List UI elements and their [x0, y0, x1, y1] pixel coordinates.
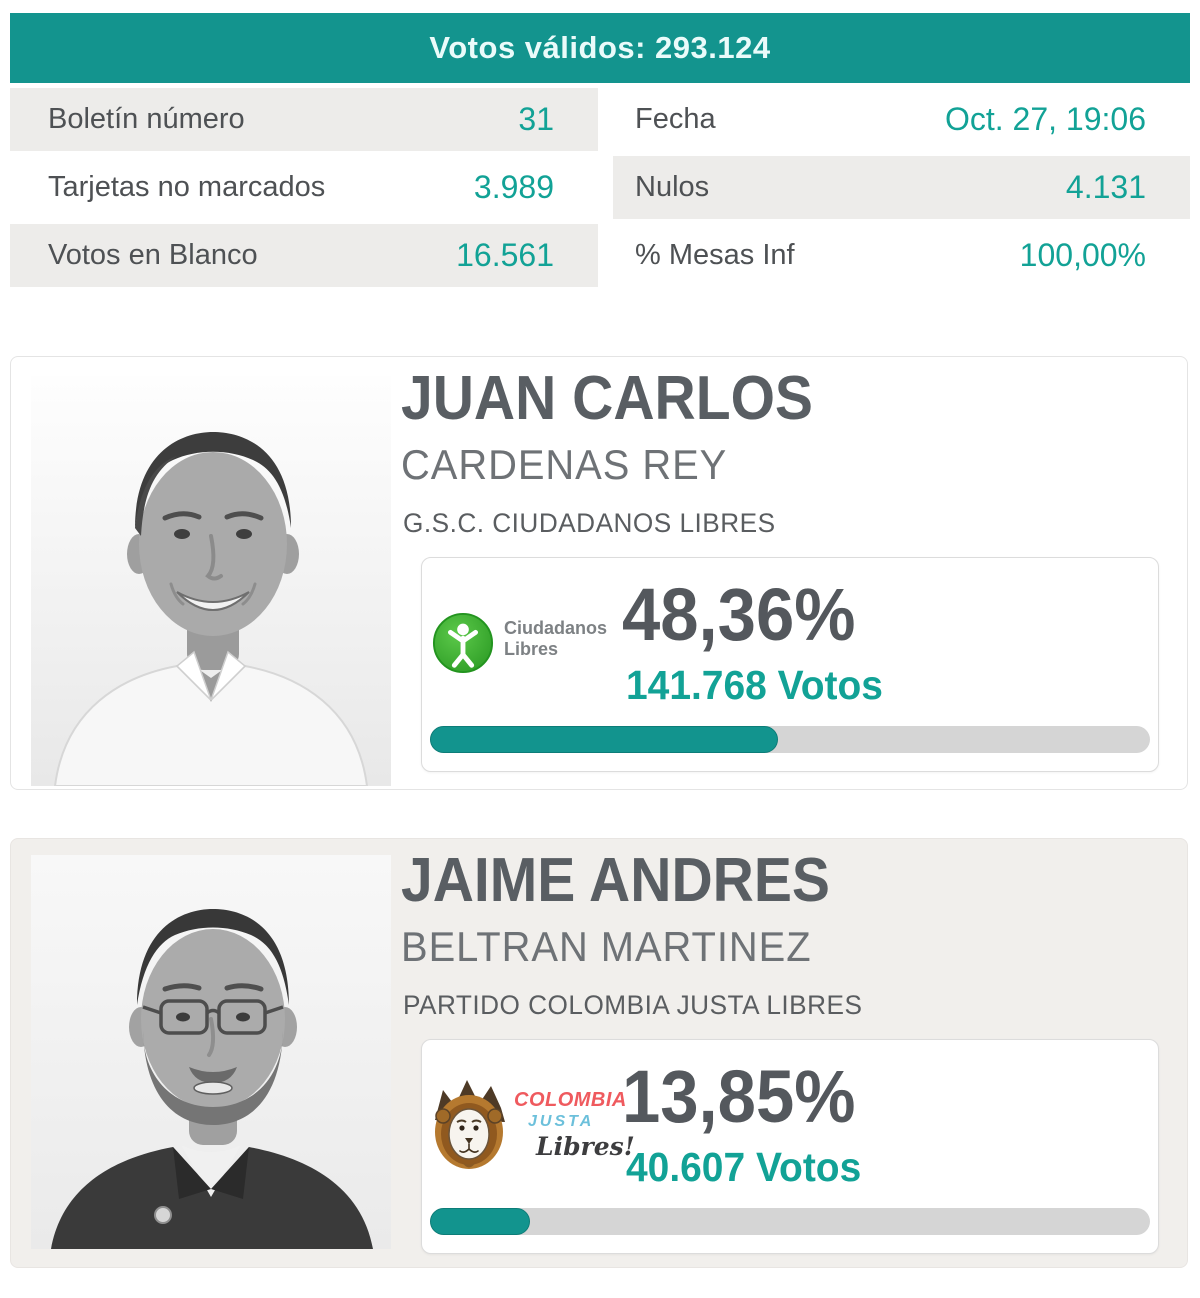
votes-value: 40.607 Votos: [626, 1144, 862, 1190]
ciudadanos-libres-logo-text: Ciudadanos Libres: [504, 618, 607, 660]
nulos-label: Nulos: [635, 171, 710, 203]
boletin-value: 31: [518, 101, 554, 137]
summary-cell-nulos: Nulos 4.131: [613, 156, 1190, 219]
candidate-last-name: BELTRAN MARTINEZ: [401, 923, 812, 970]
tarjetas-value: 3.989: [473, 169, 554, 205]
progress-bar-fill: [430, 726, 779, 753]
candidate-last-name: CARDENAS REY: [401, 441, 728, 488]
progress-bar-fill: [430, 1208, 530, 1235]
candidate-card-jaime-andres: JAIME ANDRES BELTRAN MARTINEZ PARTIDO CO…: [10, 838, 1188, 1268]
candidate-card-juan-carlos: JUAN CARLOS CARDENAS REY G.S.C. CIUDADAN…: [10, 356, 1188, 790]
progress-bar-track: [430, 1208, 1150, 1235]
nulos-value: 4.131: [1065, 169, 1146, 205]
valid-votes-text: Votos válidos: 293.124: [429, 30, 771, 65]
summary-cell-mesas: % Mesas Inf 100,00%: [613, 224, 1190, 287]
candidate-first-name: JUAN CARLOS: [401, 364, 813, 433]
colombia-justa-libres-logo-text: COLOMBIA JUSTA Libres!: [514, 1090, 635, 1159]
logo-line-1: Ciudadanos: [504, 618, 608, 638]
valid-votes-header: Votos válidos: 293.124: [10, 13, 1190, 83]
boletin-label: Boletín número: [48, 103, 245, 135]
fecha-value: Oct. 27, 19:06: [944, 101, 1146, 137]
logo-line-3: Libres!: [536, 1132, 635, 1161]
result-box-jaime-andres: COLOMBIA JUSTA Libres! 13,85% 40.607 Vot…: [421, 1039, 1159, 1254]
blanco-label: Votos en Blanco: [48, 239, 258, 271]
ciudadanos-libres-logo-icon: [432, 612, 494, 674]
logo-line-2: JUSTA: [528, 1113, 595, 1130]
portrait-juan-carlos-image: [31, 376, 391, 786]
candidate-party: PARTIDO COLOMBIA JUSTA LIBRES: [403, 990, 863, 1020]
colombia-justa-libres-logo-icon: [429, 1074, 509, 1178]
candidate-first-name: JAIME ANDRES: [401, 846, 830, 915]
percent-value: 48,36%: [622, 573, 856, 656]
votes-value: 141.768 Votos: [626, 662, 883, 708]
summary-cell-tarjetas: Tarjetas no marcados 3.989: [10, 156, 598, 219]
candidate-photo-juan-carlos: [31, 376, 391, 786]
candidate-party: G.S.C. CIUDADANOS LIBRES: [403, 508, 776, 538]
mesas-label: % Mesas Inf: [635, 239, 795, 271]
fecha-label: Fecha: [635, 103, 716, 135]
progress-bar-track: [430, 726, 1150, 753]
result-box-juan-carlos: Ciudadanos Libres 48,36% 141.768 Votos: [421, 557, 1159, 772]
summary-cell-boletin: Boletín número 31: [10, 88, 598, 151]
tarjetas-label: Tarjetas no marcados: [48, 171, 326, 203]
logo-line-1: COLOMBIA: [514, 1089, 627, 1111]
blanco-value: 16.561: [456, 237, 554, 273]
portrait-jaime-andres-image: [31, 855, 391, 1249]
colombia-justa-libres-lion: [435, 1080, 505, 1169]
summary-cell-blanco: Votos en Blanco 16.561: [10, 224, 598, 287]
percent-value: 13,85%: [622, 1055, 856, 1138]
ciudadanos-libres-emblem: [432, 612, 494, 674]
candidate-photo-jaime-andres: [31, 855, 391, 1249]
mesas-value: 100,00%: [1019, 237, 1146, 273]
summary-table: Boletín número 31 Fecha Oct. 27, 19:06 T…: [10, 88, 1190, 287]
summary-cell-fecha: Fecha Oct. 27, 19:06: [613, 88, 1190, 151]
logo-line-2: Libres: [504, 639, 559, 659]
results-summary-panel: Votos válidos: 293.124 Boletín número 31…: [10, 13, 1190, 287]
